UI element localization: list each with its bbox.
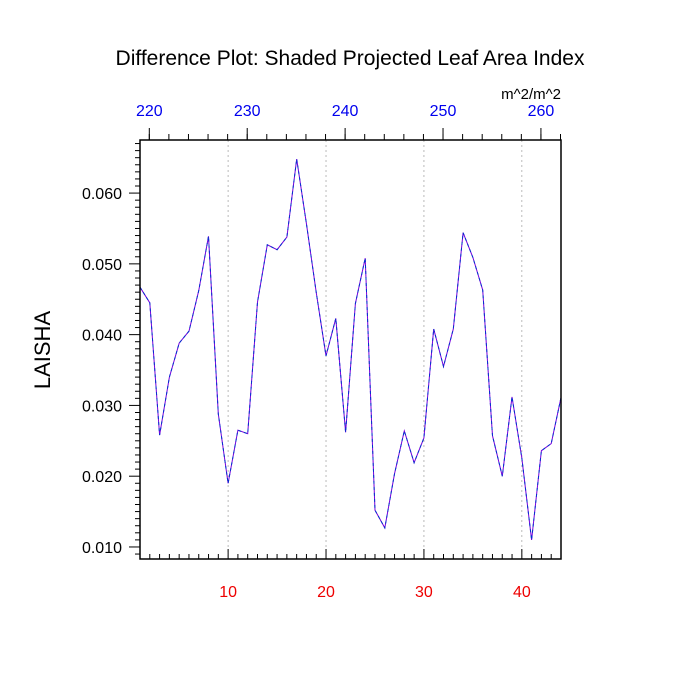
bottom-tick-label: 20 [317, 584, 335, 601]
series [139, 159, 562, 540]
left-tick-label: 0.020 [82, 469, 122, 486]
bottom-tick-label: 10 [219, 584, 237, 601]
bottom-tick-label: 40 [513, 584, 531, 601]
tick-labels: 10 20 30 40 220 230 240 250 260 0.010 0.020 0.030 0.… [82, 103, 554, 601]
grid [227, 140, 523, 559]
y-axis-label: LAISHA [30, 311, 55, 390]
top-tick-label: 260 [528, 103, 555, 120]
top-tick-label: 250 [430, 103, 457, 120]
ticks [129, 128, 562, 559]
left-tick-label: 0.040 [82, 328, 122, 345]
left-tick-label: 0.060 [82, 186, 122, 203]
top-tick-label: 240 [332, 103, 359, 120]
bottom-tick-label: 30 [415, 584, 433, 601]
left-tick-label: 0.030 [82, 398, 122, 415]
plot-frame [139, 139, 562, 560]
series-line-0 [139, 159, 562, 540]
units-label: m^2/m^2 [501, 86, 561, 103]
chart-title: Difference Plot: Shaded Projected Leaf A… [116, 47, 585, 70]
top-tick-label: 220 [136, 103, 163, 120]
series-dash-0 [139, 159, 562, 540]
left-tick-label: 0.010 [82, 540, 122, 557]
left-tick-label: 0.050 [82, 257, 122, 274]
top-tick-label: 230 [234, 103, 261, 120]
